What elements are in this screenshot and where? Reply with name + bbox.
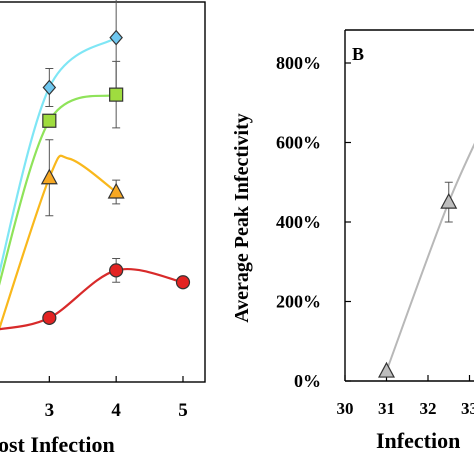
panel-b-label: B [352, 44, 364, 64]
panel-b-plot-area [377, 142, 474, 378]
panel-b-x-tick-label: 31 [378, 399, 395, 418]
panel-b-data-point [377, 361, 396, 378]
panel-b-y-tick-label: 600% [276, 133, 321, 153]
panel-a-data-point [109, 29, 123, 46]
panel-b: 0% 200% 400% 600% 800% 30 31 32 33 [276, 29, 474, 418]
panel-a-series-line [0, 93, 117, 286]
panel-a-data-point [109, 87, 124, 102]
panel-b-series-line [385, 142, 474, 372]
panel-a-data-point [40, 168, 58, 185]
panel-a-x-tick-label: 5 [178, 400, 188, 421]
panel-b-x-axis-title: Infection [376, 428, 460, 453]
panel-b-x-tick-label: 33 [461, 399, 474, 418]
panel-a-data-point [42, 310, 57, 325]
panel-a-data-point [109, 263, 124, 278]
panel-a-data-point [42, 113, 57, 128]
panel-b-data-point [440, 192, 458, 209]
panel-a-data-point [107, 182, 125, 199]
panel-b-x-tick-label: 30 [337, 399, 354, 418]
panel-b-y-axis-title: Average Peak Infectivity [231, 113, 253, 323]
panel-b-y-tick-label: 200% [276, 292, 321, 312]
panel-a-x-tick-label: 3 [45, 400, 55, 421]
panel-a-x-tick-label: 4 [111, 400, 121, 421]
panel-a-x-axis-title: ost Infection [0, 432, 115, 457]
panel-a-data-point [42, 79, 57, 96]
panel-b-y-tick-label: 800% [276, 53, 321, 73]
panel-a: 3 4 5 [0, 0, 206, 421]
panel-a-data-point [175, 275, 191, 290]
panel-a-series-line [0, 154, 117, 331]
panel-b-x-tick-label: 32 [420, 399, 437, 418]
panel-a-series-line [0, 268, 184, 331]
panel-b-y-tick-label: 0% [294, 371, 321, 391]
panel-a-series-line [0, 36, 117, 275]
panel-a-plot-frame [0, 1, 206, 383]
panel-b-y-tick-label: 400% [276, 212, 321, 232]
